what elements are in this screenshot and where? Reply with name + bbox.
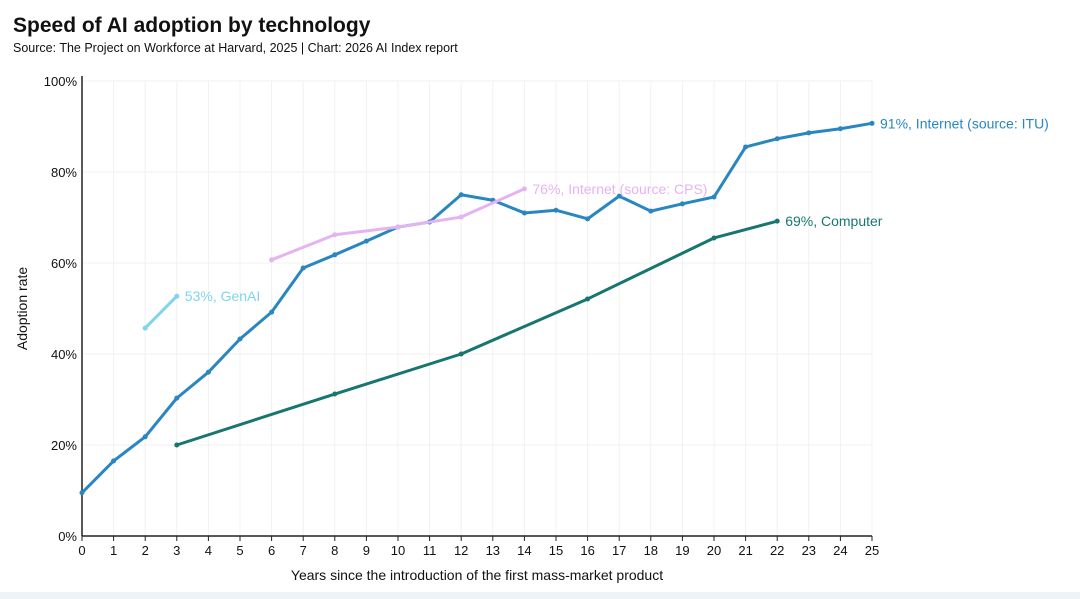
data-point [837, 126, 843, 132]
y-tick-label: 100% [44, 74, 78, 89]
data-point [711, 235, 717, 241]
bottom-band [0, 592, 1080, 599]
data-point [363, 238, 369, 244]
data-point [332, 391, 338, 397]
data-point [111, 458, 117, 464]
x-tick-label: 1 [110, 543, 117, 558]
y-tick-label: 60% [51, 256, 77, 271]
x-tick-label: 14 [517, 543, 531, 558]
data-point [269, 257, 275, 263]
data-point [679, 201, 685, 207]
x-tick-label: 8 [331, 543, 338, 558]
data-point [774, 136, 780, 142]
chart-subtitle: Source: The Project on Workforce at Harv… [13, 41, 458, 55]
data-point [521, 210, 527, 216]
y-tick-label: 80% [51, 165, 77, 180]
data-point [648, 208, 654, 214]
series-label: 91%, Internet (source: ITU) [880, 115, 1049, 131]
x-tick-label: 21 [738, 543, 752, 558]
data-point [806, 130, 812, 136]
data-point [711, 194, 717, 200]
x-tick-label: 19 [675, 543, 689, 558]
x-tick-label: 22 [770, 543, 784, 558]
data-point [174, 395, 180, 401]
data-point [332, 252, 338, 258]
data-point [142, 434, 148, 440]
x-tick-label: 17 [612, 543, 626, 558]
data-point [585, 216, 591, 222]
series-line [144, 295, 178, 330]
data-point [395, 224, 401, 230]
y-tick-label: 40% [51, 347, 77, 362]
data-point [616, 193, 622, 199]
series-line [80, 121, 873, 494]
series-label: 76%, Internet (source: CPS) [532, 181, 707, 197]
data-point [174, 442, 180, 448]
x-tick-label: 18 [644, 543, 658, 558]
x-tick-label: 10 [391, 543, 405, 558]
data-point [869, 120, 875, 126]
chart-title: Speed of AI adoption by technology [13, 14, 371, 37]
x-tick-label: 5 [236, 543, 243, 558]
data-point [458, 351, 464, 357]
x-tick-label: 6 [268, 543, 275, 558]
x-tick-label: 4 [205, 543, 212, 558]
series-label: 53%, GenAI [185, 288, 260, 304]
x-tick-label: 25 [865, 543, 879, 558]
data-point [205, 369, 211, 375]
x-tick-label: 9 [363, 543, 370, 558]
x-tick-label: 3 [173, 543, 180, 558]
y-tick-label: 0% [58, 529, 77, 544]
x-tick-label: 23 [802, 543, 816, 558]
x-tick-label: 15 [549, 543, 563, 558]
data-point [521, 186, 527, 192]
y-axis-label: Adoption rate [14, 267, 30, 350]
x-tick-label: 20 [707, 543, 721, 558]
x-tick-label: 0 [78, 543, 85, 558]
data-point [142, 325, 148, 331]
data-point [300, 265, 306, 271]
x-tick-label: 2 [142, 543, 149, 558]
data-point [174, 293, 180, 299]
data-point [458, 192, 464, 198]
x-tick-label: 12 [454, 543, 468, 558]
series-label: 69%, Computer [785, 213, 883, 229]
x-tick-label: 13 [486, 543, 500, 558]
data-point [79, 490, 85, 496]
data-point [743, 144, 749, 150]
data-point [269, 309, 275, 315]
x-axis-label: Years since the introduction of the firs… [291, 567, 663, 583]
data-point [332, 232, 338, 238]
data-point [237, 336, 243, 342]
series-line [176, 219, 778, 447]
y-tick-label: 20% [51, 438, 77, 453]
data-point [585, 296, 591, 302]
data-point [774, 218, 780, 224]
x-tick-label: 16 [580, 543, 594, 558]
x-tick-label: 24 [833, 543, 847, 558]
x-tick-label: 11 [423, 543, 437, 558]
x-tick-label: 7 [300, 543, 307, 558]
data-point [553, 207, 559, 213]
data-point [458, 214, 464, 220]
